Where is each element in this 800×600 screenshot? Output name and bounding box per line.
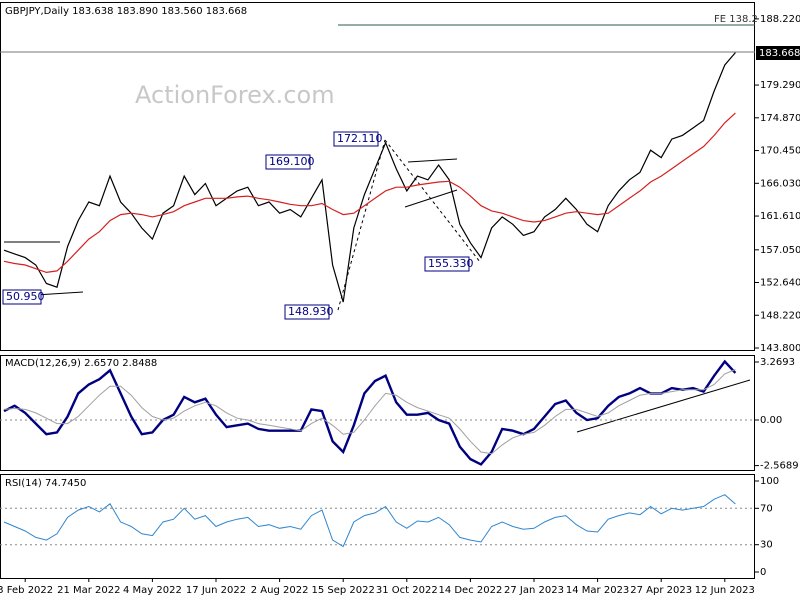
- y-tick-label: 3.2693: [760, 357, 795, 368]
- y-tick-label: 70: [760, 503, 773, 514]
- series-line: [3, 52, 736, 303]
- x-tick-label: 2 Aug 2022: [251, 585, 309, 596]
- x-tick-label: 12 Jun 2023: [695, 585, 755, 596]
- rsi-panel-border: [0, 474, 755, 579]
- y-tick-label: 148.220: [760, 310, 800, 321]
- macd-trendline: [576, 379, 751, 433]
- price-tag-box: [756, 46, 800, 60]
- fe-label: FE 138.2: [714, 14, 758, 25]
- y-tick-label: 179.290: [760, 80, 800, 91]
- y-tick-label: 100: [760, 476, 779, 487]
- annotation-box: [2, 289, 42, 305]
- y-tick-label: 188.220: [760, 14, 800, 25]
- annotation-box: [333, 131, 379, 147]
- price-title: GBPJPY,Daily 183.638 183.890 183.560 183…: [5, 6, 247, 17]
- x-tick-label: 14 Mar 2023: [566, 585, 629, 596]
- y-tick-label: 166.030: [760, 178, 800, 189]
- annotation-box: [424, 256, 470, 272]
- series-line: [3, 359, 737, 466]
- y-tick-label: -2.5689: [760, 461, 799, 472]
- annotation-box: [284, 304, 330, 320]
- price-tag: 183.668: [759, 48, 800, 59]
- trendline: [384, 139, 481, 263]
- x-tick-label: 27 Jan 2023: [504, 585, 564, 596]
- series-line: [3, 369, 736, 455]
- macd-title: MACD(12,26,9) 2.6570 2.8488: [5, 358, 157, 369]
- x-tick-label: 14 Dec 2022: [438, 585, 502, 596]
- x-tick-label: 21 Mar 2022: [57, 585, 120, 596]
- annotation: 155.330: [428, 257, 474, 270]
- annotation: 169.100: [269, 155, 315, 168]
- series-line: [3, 112, 736, 274]
- watermark: ActionForex.com: [135, 81, 335, 109]
- series-line: [3, 494, 736, 548]
- x-tick-label: 17 Jun 2022: [186, 585, 246, 596]
- x-tick-label: 27 Apr 2023: [630, 585, 692, 596]
- y-tick-label: 143.800: [760, 343, 800, 354]
- x-tick-label: 3 Feb 2022: [0, 585, 53, 596]
- y-tick-label: 170.450: [760, 146, 800, 157]
- x-tick-label: 4 May 2022: [123, 585, 182, 596]
- x-tick-label: 31 Oct 2022: [376, 585, 438, 596]
- trendline: [407, 158, 458, 163]
- annotation: 50.950: [6, 290, 45, 303]
- price-panel-border: [0, 2, 755, 351]
- trendline: [337, 139, 386, 311]
- annotation-box: [265, 154, 311, 170]
- y-tick-label: 174.870: [760, 113, 800, 124]
- y-tick-label: 152.640: [760, 278, 800, 289]
- y-tick-label: 30: [760, 540, 773, 551]
- y-tick-label: 0: [760, 567, 766, 578]
- y-tick-label: 0.00: [760, 415, 782, 426]
- annotation: 148.930: [288, 305, 334, 318]
- macd-panel-border: [0, 355, 755, 471]
- rsi-title: RSI(14) 74.7450: [5, 478, 86, 489]
- annotation: 172.110: [337, 132, 383, 145]
- x-tick-label: 15 Sep 2022: [312, 585, 375, 596]
- trendline: [404, 189, 458, 208]
- y-tick-label: 157.050: [760, 245, 800, 256]
- y-tick-label: 161.610: [760, 211, 800, 222]
